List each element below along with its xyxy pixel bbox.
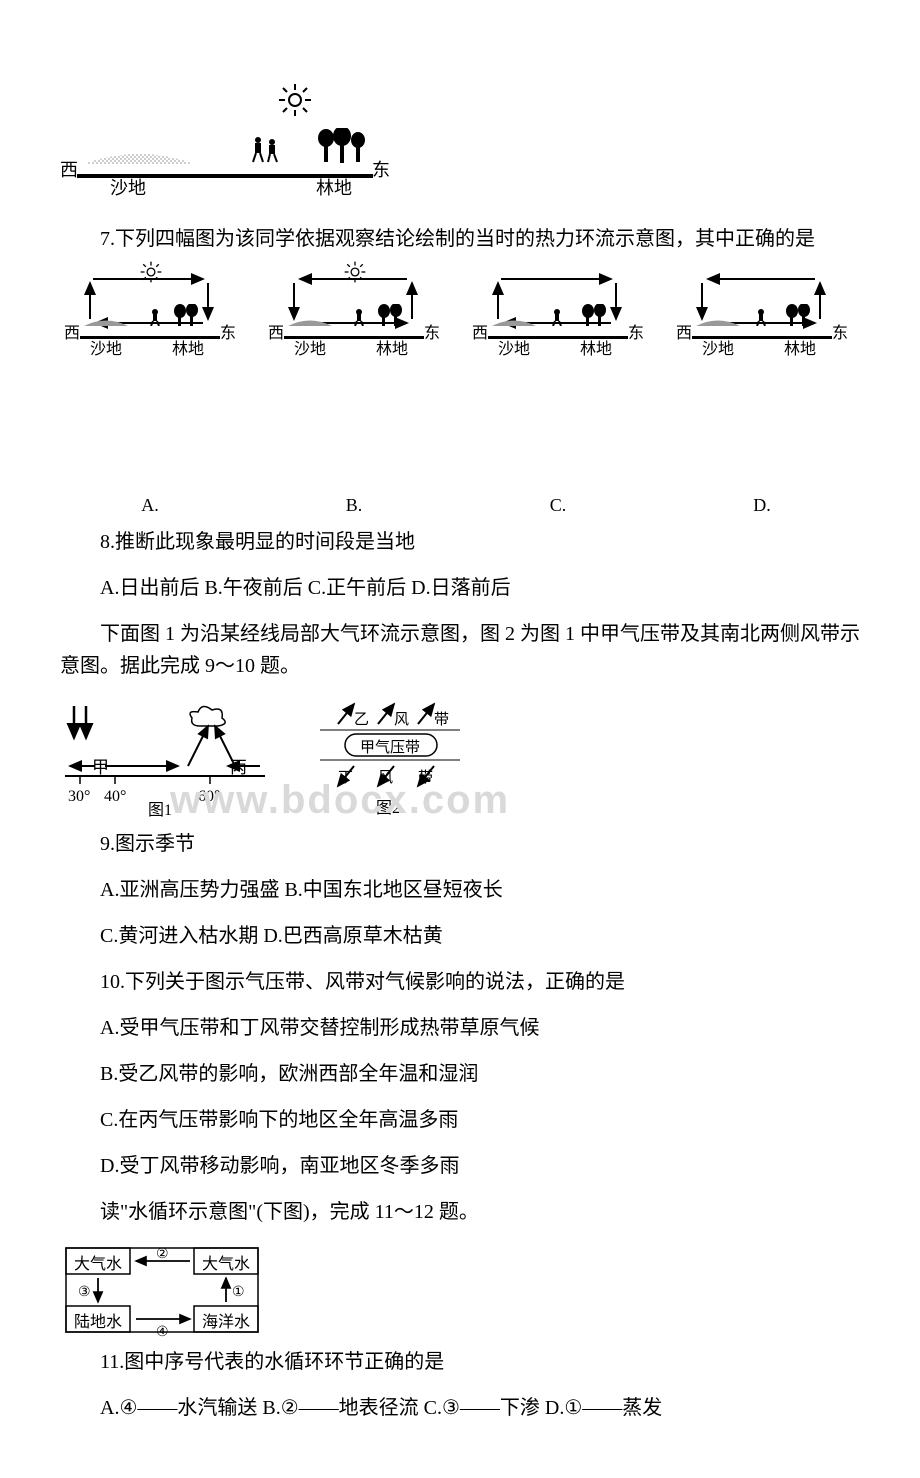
q7-sub-a: 西 东 沙地 林地 bbox=[60, 269, 240, 379]
moon-icon bbox=[804, 263, 822, 295]
q10-b: B.受乙风带的影响，欧洲西部全年温和湿润 bbox=[60, 1058, 860, 1090]
q11-stem: 11.图中序号代表的水循环环节正确的是 bbox=[60, 1346, 860, 1378]
intro-11-12: 读"水循环示意图"(下图)，完成 11～12 题。 bbox=[60, 1196, 860, 1228]
forest-label: 林地 bbox=[316, 174, 352, 203]
q9-stem: 9.图示季节 bbox=[60, 828, 860, 860]
sun-icon bbox=[278, 83, 312, 117]
q7-figures: 西 东 沙地 林地 A. 西 东 bbox=[60, 269, 860, 520]
q10-stem: 10.下列关于图示气压带、风带对气候影响的说法，正确的是 bbox=[60, 966, 860, 998]
q7-sub-d: 西 东 沙地 林地 bbox=[672, 269, 852, 379]
west-label: 西 bbox=[60, 156, 78, 185]
q10-d: D.受丁风带移动影响，南亚地区冬季多雨 bbox=[60, 1150, 860, 1182]
east-label: 东 bbox=[372, 156, 390, 185]
sand-icon bbox=[84, 142, 194, 174]
trees-icon bbox=[316, 128, 368, 174]
water-cycle-figure: 大气水 大气水 陆地水 海洋水 ② ① ③ ④ bbox=[60, 1242, 860, 1340]
sand-label: 沙地 bbox=[110, 174, 146, 203]
q9-optsA: A.亚洲高压势力强盛 B.中国东北地区昼短夜长 bbox=[60, 874, 860, 906]
people-icon bbox=[250, 134, 286, 174]
q11-opts: A.④——水汽输送 B.②——地表径流 C.③——下渗 D.①——蒸发 bbox=[60, 1392, 860, 1424]
watermark: www.bdocx.com bbox=[170, 768, 510, 832]
intro-9-10: 下面图 1 为沿某经线局部大气环流示意图，图 2 为图 1 中甲气压带及其南北两… bbox=[60, 618, 860, 682]
obs-figure: 西 东 沙地 林地 bbox=[60, 91, 860, 211]
moon-icon bbox=[600, 263, 618, 295]
q10-a: A.受甲气压带和丁风带交替控制形成热带草原气候 bbox=[60, 1012, 860, 1044]
q8-opts: A.日出前后 B.午夜前后 C.正午前后 D.日落前后 bbox=[60, 572, 860, 604]
q8-stem: 8.推断此现象最明显的时间段是当地 bbox=[60, 526, 860, 558]
q7-sub-c: 西 东 沙地 林地 bbox=[468, 269, 648, 379]
q9-optsB: C.黄河进入枯水期 D.巴西高原草木枯黄 bbox=[60, 920, 860, 952]
q7-sub-b: 西 东 沙地 林地 bbox=[264, 269, 444, 379]
q7-stem: 7.下列四幅图为该同学依据观察结论绘制的当时的热力环流示意图，其中正确的是 bbox=[60, 223, 860, 255]
q10-c: C.在丙气压带影响下的地区全年高温多雨 bbox=[60, 1104, 860, 1136]
